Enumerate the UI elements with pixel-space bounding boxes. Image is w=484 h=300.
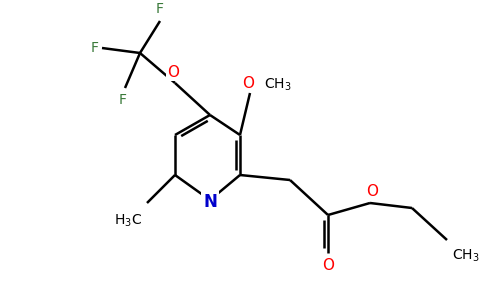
Text: CH$_3$: CH$_3$	[452, 248, 480, 264]
Text: F: F	[91, 41, 99, 55]
Text: F: F	[119, 93, 127, 107]
Text: O: O	[322, 258, 334, 273]
Text: O: O	[167, 65, 179, 80]
Text: H$_3$C: H$_3$C	[114, 213, 142, 230]
Text: F: F	[156, 2, 164, 16]
Text: CH$_3$: CH$_3$	[264, 77, 292, 93]
Text: O: O	[242, 76, 254, 91]
Text: N: N	[203, 193, 217, 211]
Text: O: O	[366, 184, 378, 199]
